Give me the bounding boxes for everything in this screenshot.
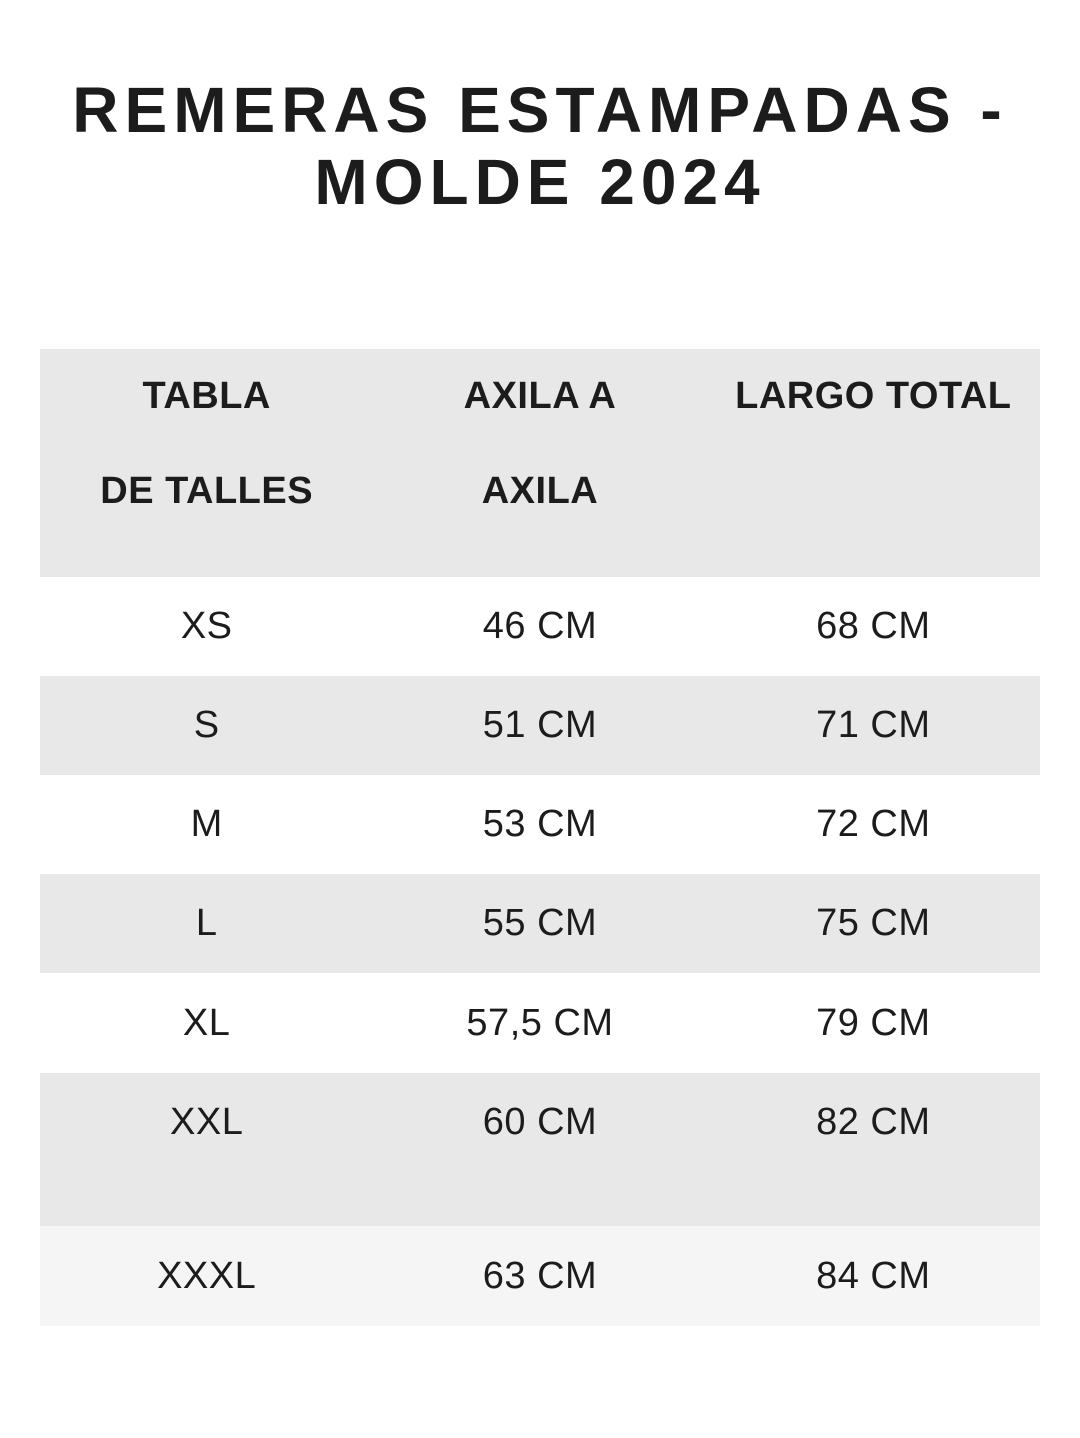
size-cell: M: [190, 803, 223, 845]
column-header-line: LARGO TOTAL: [735, 375, 1012, 417]
axila-cell: 53 CM: [482, 803, 598, 845]
size-cell: L: [195, 902, 218, 944]
column-header-axila-a-axila: AXILA A AXILA: [373, 349, 706, 577]
size-cell: XL: [182, 1002, 231, 1044]
table-row-m: M 53 CM 72 CM: [40, 775, 1040, 874]
largo-cell: 79 CM: [816, 1002, 931, 1044]
axila-cell: 46 CM: [482, 605, 598, 647]
table-row-xxl: XXL 60 CM 82 CM: [40, 1073, 1040, 1226]
size-cell: XS: [180, 605, 233, 647]
size-chart-page: REMERAS ESTAMPADAS - MOLDE 2024 TABLA DE…: [0, 74, 1080, 1438]
largo-cell: 75 CM: [816, 902, 931, 944]
page-title-line-1: REMERAS ESTAMPADAS -: [72, 74, 1008, 146]
column-header-line: [707, 444, 1040, 539]
largo-cell: 71 CM: [816, 704, 931, 746]
axila-cell: 60 CM: [482, 1101, 598, 1143]
table-row-s: S 51 CM 71 CM: [40, 676, 1040, 775]
column-header-tabla-de-talles: TABLA DE TALLES: [40, 349, 373, 577]
largo-cell: 68 CM: [816, 605, 931, 647]
size-cell: XXXL: [157, 1255, 257, 1297]
table-row-l: L 55 CM 75 CM: [40, 874, 1040, 973]
size-table: TABLA DE TALLES AXILA A AXILA LARGO TOTA…: [40, 349, 1040, 1326]
size-cell: XXL: [170, 1101, 244, 1143]
page-title-line-2: MOLDE 2024: [314, 146, 766, 218]
page-title: REMERAS ESTAMPADAS - MOLDE 2024: [20, 74, 1060, 218]
axila-cell: 63 CM: [482, 1255, 598, 1297]
table-row-xxxl: XXXL 63 CM 84 CM: [40, 1226, 1040, 1326]
column-header-line: AXILA A: [463, 375, 617, 417]
table-row-xl: XL 57,5 CM 79 CM: [40, 973, 1040, 1073]
axila-cell: 55 CM: [482, 902, 598, 944]
largo-cell: 72 CM: [816, 803, 931, 845]
size-table-header-row: TABLA DE TALLES AXILA A AXILA LARGO TOTA…: [40, 349, 1040, 577]
column-header-line: TABLA: [142, 375, 271, 417]
column-header-line: DE TALLES: [100, 470, 314, 512]
largo-cell: 84 CM: [816, 1255, 931, 1297]
table-row-xs: XS 46 CM 68 CM: [40, 577, 1040, 676]
column-header-line: AXILA: [481, 470, 599, 512]
largo-cell: 82 CM: [816, 1101, 931, 1143]
axila-cell: 51 CM: [482, 704, 598, 746]
axila-cell: 57,5 CM: [466, 1002, 614, 1044]
size-cell: S: [193, 704, 220, 746]
column-header-largo-total: LARGO TOTAL: [707, 349, 1040, 577]
